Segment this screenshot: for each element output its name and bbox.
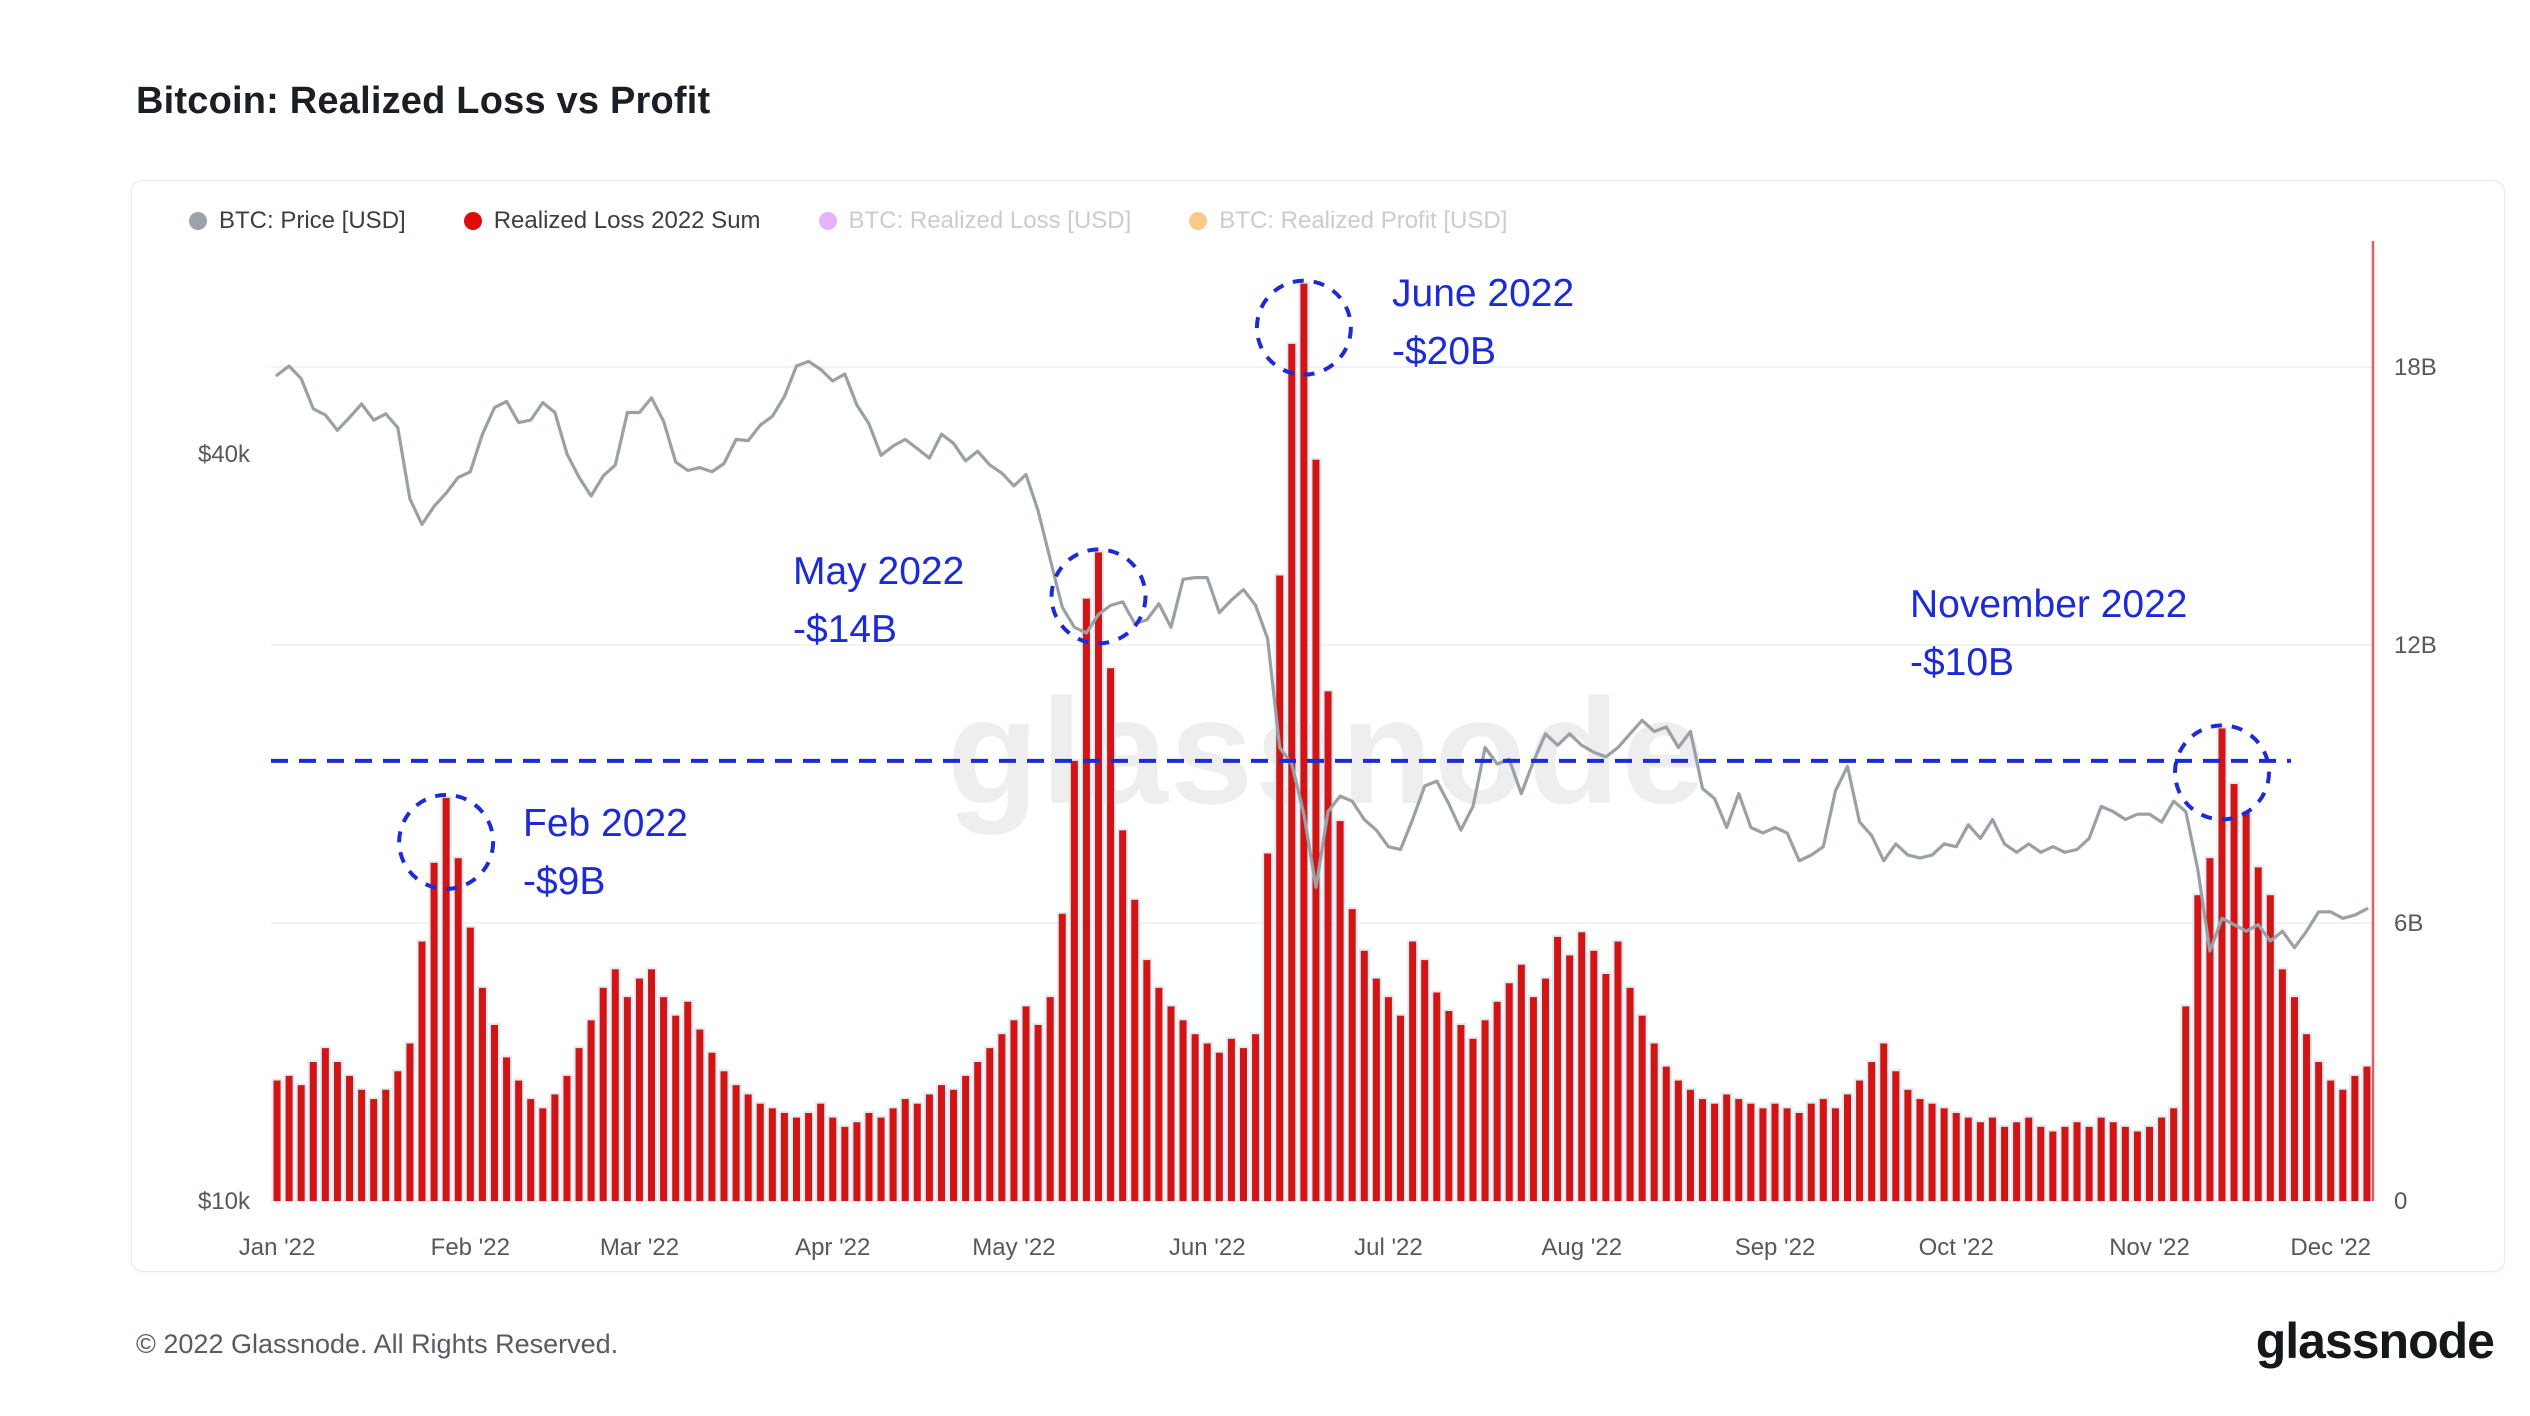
svg-text:6B: 6B — [2394, 910, 2423, 937]
page-title: Bitcoin: Realized Loss vs Profit — [136, 80, 711, 122]
chart-legend: BTC: Price [USD] Realized Loss 2022 Sum BT… — [189, 207, 1507, 235]
svg-text:Sep '22: Sep '22 — [1735, 1234, 1816, 1261]
svg-text:18B: 18B — [2394, 354, 2437, 381]
legend-item-label: BTC: Realized Profit [USD] — [1219, 207, 1508, 234]
svg-text:Feb '22: Feb '22 — [431, 1234, 510, 1261]
loss-bars[interactable] — [273, 283, 2371, 1202]
glassnode-logo: glassnode — [2255, 1313, 2495, 1369]
legend-dot-icon — [463, 212, 482, 230]
legend-item-label: BTC: Realized Loss [USD] — [848, 207, 1132, 234]
svg-text:Jan '22: Jan '22 — [239, 1234, 316, 1261]
svg-text:Aug '22: Aug '22 — [1541, 1234, 1622, 1261]
gridlines — [271, 366, 2373, 1202]
svg-text:May 2022: May 2022 — [793, 550, 964, 593]
legend-item-3[interactable]: BTC: Realized Profit [USD] — [1189, 207, 1507, 235]
legend-dot-icon — [818, 212, 837, 230]
svg-text:May '22: May '22 — [972, 1234, 1055, 1261]
legend-item-label: BTC: Price [USD] — [219, 207, 406, 234]
svg-text:June 2022: June 2022 — [1392, 272, 1574, 315]
legend-item-0[interactable]: BTC: Price [USD] — [189, 207, 406, 235]
svg-text:0: 0 — [2394, 1188, 2407, 1215]
svg-text:$10k: $10k — [198, 1188, 251, 1215]
legend-dot-icon — [1189, 212, 1208, 230]
svg-text:November 2022: November 2022 — [1910, 583, 2188, 626]
svg-text:-$10B: -$10B — [1910, 641, 2014, 684]
annotation-november-2022: November 2022 -$10B — [1910, 583, 2271, 822]
copyright-text: © 2022 Glassnode. All Rights Reserved. — [136, 1329, 619, 1359]
svg-text:-$14B: -$14B — [793, 608, 897, 651]
legend-item-1[interactable]: Realized Loss 2022 Sum — [463, 207, 761, 235]
legend-item-label: Realized Loss 2022 Sum — [493, 207, 761, 234]
svg-text:Nov '22: Nov '22 — [2109, 1234, 2190, 1261]
svg-text:-$9B: -$9B — [523, 860, 605, 903]
axis-labels: $40k $10k 18B 12B 6B 0 Jan '22 Feb '22 Mar '22 Ap… — [198, 354, 2437, 1261]
svg-text:Apr '22: Apr '22 — [795, 1234, 870, 1261]
annotation-june-2022: June 2022 -$20B — [1254, 272, 1574, 377]
svg-text:-$20B: -$20B — [1392, 330, 1496, 373]
svg-text:12B: 12B — [2394, 632, 2437, 659]
chart-card: BTC: Price [USD] Realized Loss 2022 Sum BT… — [131, 180, 2505, 1272]
annotation-may-2022: May 2022 -$14B — [793, 547, 1148, 651]
legend-item-2[interactable]: BTC: Realized Loss [USD] — [818, 207, 1132, 235]
svg-text:Feb 2022: Feb 2022 — [523, 802, 688, 845]
legend-dot-icon — [189, 212, 207, 230]
svg-text:Jul '22: Jul '22 — [1354, 1234, 1423, 1261]
price-line — [275, 359, 2369, 953]
svg-text:$40k: $40k — [198, 441, 251, 468]
svg-text:Dec '22: Dec '22 — [2290, 1234, 2371, 1261]
svg-text:Jun '22: Jun '22 — [1169, 1234, 1246, 1261]
annotation-feb-2022: Feb 2022 -$9B — [397, 792, 688, 903]
svg-text:Oct '22: Oct '22 — [1919, 1234, 1994, 1261]
svg-text:Mar '22: Mar '22 — [600, 1234, 679, 1261]
